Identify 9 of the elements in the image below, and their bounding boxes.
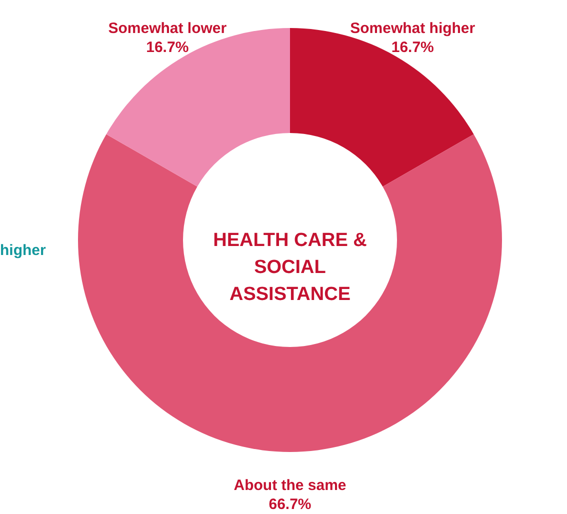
text: HEALTH CARE & SOCIAL ASSISTANCE <box>213 230 368 305</box>
slice-label: Somewhat higher <box>350 20 476 37</box>
donut-slice <box>78 134 502 452</box>
slice-label: About the same <box>234 477 346 494</box>
data-label: 66.7% <box>268 496 312 513</box>
data-label: 16.7% <box>146 38 189 56</box>
data-label: 16.7% <box>391 38 434 56</box>
slice-label: Somewhat lower <box>108 20 227 37</box>
text: higher <box>0 242 46 259</box>
